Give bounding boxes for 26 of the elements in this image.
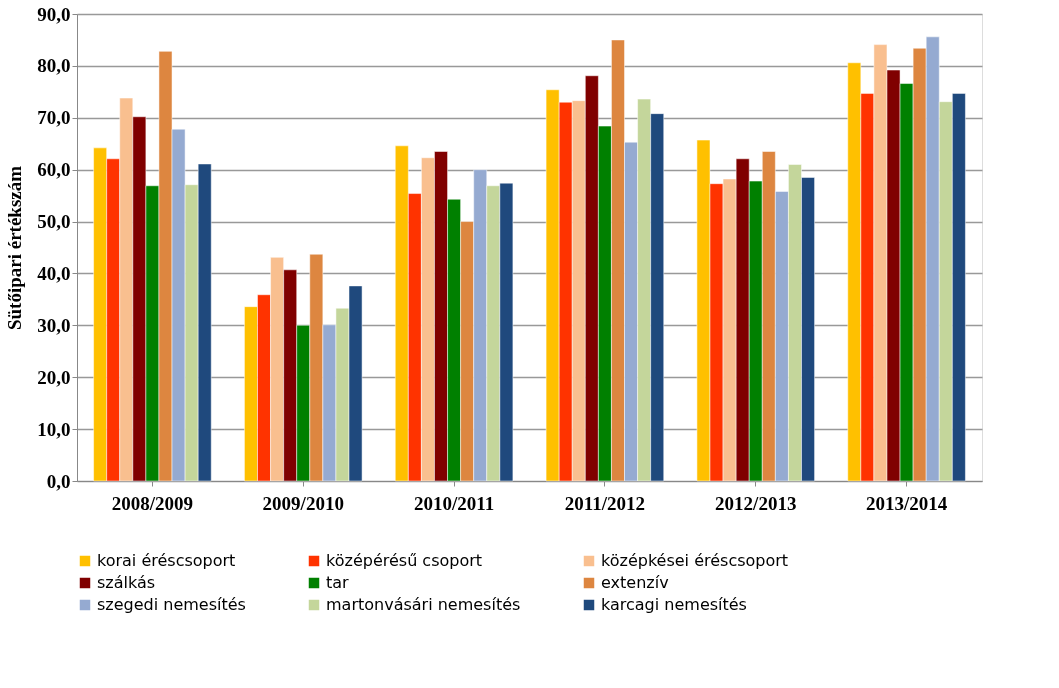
- y-tick-label: 30,0: [37, 314, 71, 336]
- x-tick-label: 2013/2014: [865, 492, 948, 514]
- y-axis-title: Sütőipari értékszám: [4, 165, 26, 331]
- y-tick-label: 80,0: [37, 55, 71, 77]
- y-tick-label: 70,0: [37, 107, 71, 129]
- legend-label: korai éréscsoport: [97, 551, 236, 570]
- legend-label: martonvásári nemesítés: [326, 595, 521, 614]
- x-tick-label: 2010/2011: [413, 492, 495, 514]
- legend-label: tar: [326, 573, 350, 592]
- x-tick-label: 2008/2009: [111, 492, 194, 514]
- y-tick-label: 20,0: [37, 366, 71, 388]
- legend-label: szálkás: [97, 573, 156, 592]
- legend-label: középkései éréscsoport: [601, 551, 789, 570]
- y-tick-label: 60,0: [37, 159, 71, 181]
- legend-label: extenzív: [601, 573, 669, 592]
- y-tick-label: 0,0: [46, 470, 71, 492]
- x-tick-label: 2011/2012: [564, 492, 646, 514]
- y-tick-label: 90,0: [37, 3, 71, 25]
- x-tick-label: 2012/2013: [715, 492, 797, 514]
- x-tick-label: 2009/2010: [262, 492, 344, 514]
- legend-label: karcagi nemesítés: [601, 595, 747, 614]
- legend-label: középérésű csoport: [326, 551, 483, 570]
- y-tick-label: 40,0: [37, 262, 71, 284]
- legend-label: szegedi nemesítés: [97, 595, 246, 614]
- y-tick-label: 50,0: [37, 211, 71, 233]
- y-tick-label: 10,0: [37, 418, 71, 440]
